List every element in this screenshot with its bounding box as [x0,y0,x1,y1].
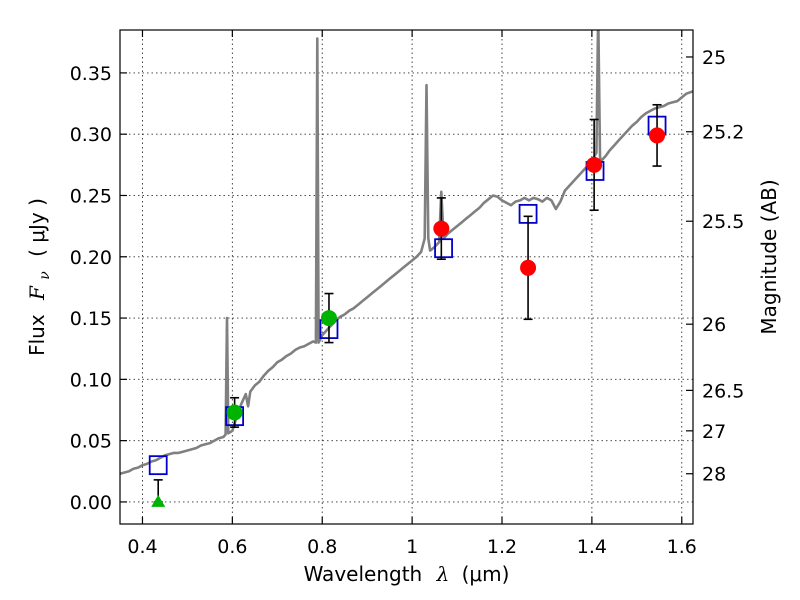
plot-frame [119,29,694,525]
y-tick-label: 0.05 [70,431,112,453]
y-axis-label-symbol: F [25,285,49,301]
y2-tick-label: 27 [702,421,726,443]
red-measurement-point [649,127,666,144]
x-axis-label-symbol: λ [436,562,450,586]
spectrum-layer [120,30,693,475]
y2-tick-label: 26.5 [702,380,744,402]
x-tick-label: 1 [406,536,418,558]
upper-limit-marker [151,494,166,507]
y-tick-label: 0.00 [70,492,112,514]
y-tick-label: 0.20 [70,247,112,269]
y2-tick-label: 25.2 [702,122,744,144]
model-box [434,238,453,259]
y2-tick-label: 25 [702,47,726,69]
x-tick-label: 1.2 [487,536,517,558]
x-tick-label: 1.6 [667,536,697,558]
y-tick-label: 0.15 [70,308,112,330]
green-measurement-point [320,310,337,327]
red-measurement-point [520,259,537,276]
x-axis-label: Wavelength λ (μm) [304,562,510,586]
y2-tick-label: 26 [702,314,726,336]
y2-tick-label: 28 [702,464,726,486]
x-tick-label: 0.8 [307,536,337,558]
x-axis-label-text: Wavelength [304,562,423,586]
green-measurement-point [226,404,243,421]
y-axis-label-text: Flux [25,314,49,356]
model-box [148,455,168,476]
y-tick-label: 0.25 [70,185,112,207]
y-axis-label: Flux F ν ( μJy ) [25,198,54,356]
red-measurement-point [433,220,450,237]
x-tick-label: 0.6 [217,536,247,558]
y2-axis-label: Magnitude (AB) [757,179,781,334]
y-axis-label-subscript: ν [37,271,53,280]
y-tick-label: 0.30 [70,124,112,146]
y2-tick-label: 25.5 [702,211,744,233]
points-layer [148,103,667,507]
x-tick-label: 0.4 [127,536,157,558]
x-tick-label: 1.4 [577,536,607,558]
red-measurement-point [586,156,603,173]
x-axis-label-unit: (μm) [462,562,510,586]
spectrum-line [120,30,693,475]
ticks-layer: 0.4 0.6 0.8 1 1.2 1.4 1.6 0.00 0.05 0.10 0.15 0.20 0… [70,30,744,558]
grid-layer [120,30,693,524]
y-tick-label: 0.35 [70,63,112,85]
y-tick-label: 0.10 [70,369,112,391]
y-axis-label-unit: ( μJy ) [25,198,49,257]
